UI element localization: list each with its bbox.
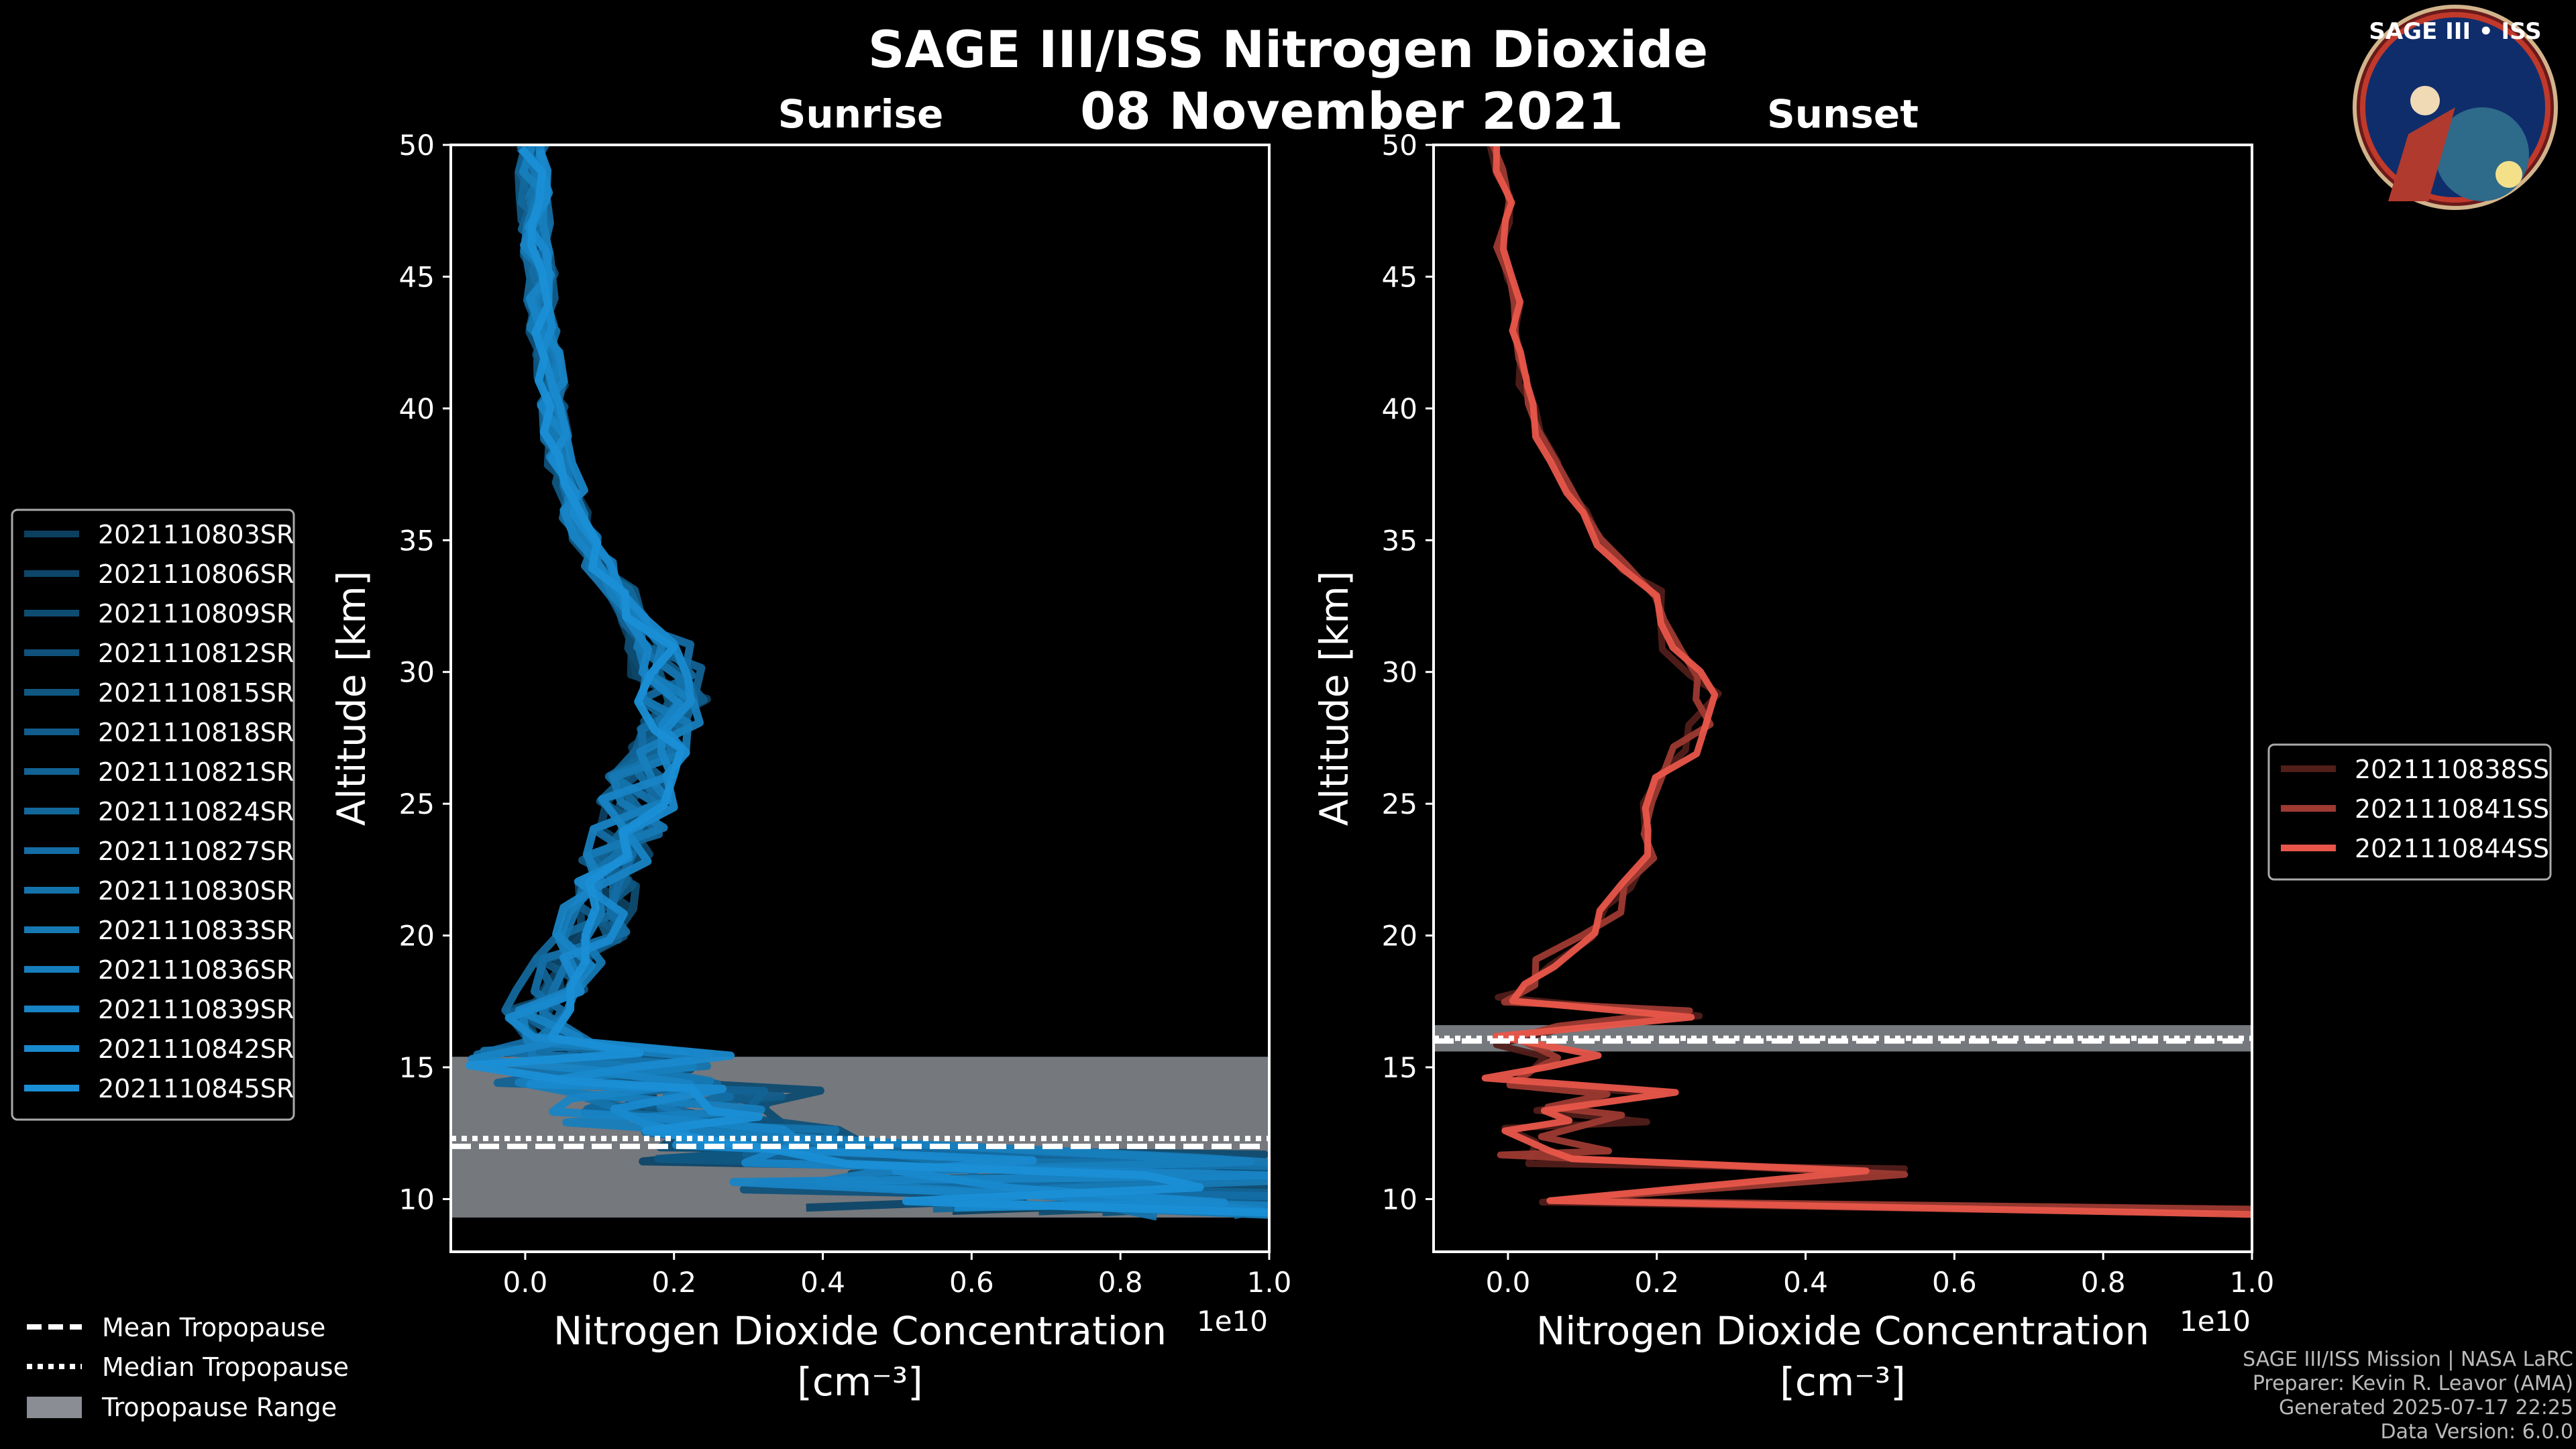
- x-tick-label: 0.6: [949, 1266, 994, 1299]
- plot-area: [1434, 145, 2252, 1218]
- y-tick-label: 35: [399, 524, 435, 557]
- credit-generated: Generated 2025-07-17 22:25: [2279, 1396, 2573, 1419]
- x-tick-label: 0.2: [1634, 1266, 1679, 1299]
- x-tick-label: 0.4: [1783, 1266, 1828, 1299]
- x-tick-label: 0.8: [2081, 1266, 2126, 1299]
- sunrise-legend: 2021110803SR 2021110806SR 2021110809SR 2021…: [11, 508, 295, 1121]
- y-tick-label: 40: [399, 392, 435, 425]
- profile-line-2021110839SR: [468, 145, 1269, 1216]
- legend-entry: 2021110809SR: [98, 599, 294, 629]
- y-tick-label: 25: [399, 788, 435, 820]
- legend-entry: 2021110821SR: [98, 757, 294, 787]
- credit-preparer: Preparer: Kevin R. Leavor (AMA): [2253, 1372, 2573, 1395]
- plot-area: [451, 145, 1269, 1221]
- legend-entry: 2021110827SR: [98, 837, 294, 866]
- legend-entry: 2021110815SR: [98, 678, 294, 708]
- y-tick-label: 15: [1382, 1051, 1417, 1084]
- y-tick-label: 40: [1382, 392, 1417, 425]
- y-tick-label: 45: [399, 260, 435, 293]
- figure-date: 08 November 2021: [1080, 81, 1623, 141]
- profile-line-2021110845SR: [466, 146, 1269, 1217]
- mean-tropopause-label: Mean Tropopause: [102, 1313, 325, 1342]
- x-axis-unit: [cm⁻³]: [1780, 1359, 1906, 1405]
- legend-entry: 2021110824SR: [98, 797, 294, 826]
- x-tick-label: 1.0: [1247, 1266, 1292, 1299]
- y-tick-label: 25: [1382, 788, 1417, 820]
- y-tick-label: 20: [1382, 920, 1417, 953]
- figure-title: SAGE III/ISS Nitrogen Dioxide: [868, 19, 1708, 79]
- x-tick-label: 0.2: [651, 1266, 696, 1299]
- x-tick-label: 0.6: [1932, 1266, 1977, 1299]
- legend-entry: 2021110841SS: [2355, 794, 2549, 824]
- axes-frame: [1432, 144, 2253, 1253]
- legend-entry: 2021110833SR: [98, 916, 294, 945]
- y-tick-label: 45: [1382, 260, 1417, 293]
- sage-iss-logo: SAGE III • ISS: [2353, 5, 2558, 210]
- x-tick-label: 1.0: [2230, 1266, 2275, 1299]
- y-tick-label: 35: [1382, 524, 1417, 557]
- sunset-panel-title: Sunset: [1767, 91, 1919, 137]
- logo-text: SAGE III • ISS: [2369, 18, 2541, 45]
- sunrise-panel: 0.0 0.2 0.4 0.6 0.8 1.0 10 15 20 25 30 35 40 45 50 1e10…: [329, 129, 1292, 1405]
- median-tropopause-label: Median Tropopause: [102, 1352, 349, 1382]
- y-tick-label: 30: [399, 656, 435, 689]
- sunset-legend: 2021110838SS 2021110841SS 2021110844SS: [2267, 743, 2552, 881]
- sunset-panel: 0.0 0.2 0.4 0.6 0.8 1.0 10 15 20 25 30 35 40 45 50 1e10…: [1311, 129, 2275, 1405]
- y-axis-label: Altitude [km]: [329, 571, 374, 826]
- y-tick-label: 20: [399, 920, 435, 953]
- legend-box: [2267, 743, 2552, 881]
- x-scale-label: 1e10: [1197, 1305, 1268, 1338]
- y-tick-label: 30: [1382, 656, 1417, 689]
- credit-version: Data Version: 6.0.0: [2381, 1420, 2573, 1444]
- credits: SAGE III/ISS Mission | NASA LaRC Prepare…: [2243, 1348, 2573, 1444]
- x-tick-label: 0.4: [800, 1266, 845, 1299]
- y-tick-label: 10: [399, 1183, 435, 1216]
- legend-entry: 2021110812SR: [98, 639, 294, 668]
- legend-entry: 2021110842SR: [98, 1034, 294, 1064]
- tropopause-range-label: Tropopause Range: [101, 1393, 337, 1422]
- y-tick-label: 50: [1382, 129, 1417, 162]
- legend-entry: 2021110803SR: [98, 520, 294, 549]
- y-tick-label: 15: [399, 1051, 435, 1084]
- x-axis-label: Nitrogen Dioxide Concentration: [1536, 1308, 2149, 1354]
- legend-entry: 2021110839SR: [98, 995, 294, 1024]
- axes-frame: [449, 144, 1271, 1253]
- y-tick-label: 50: [399, 129, 435, 162]
- x-tick-label: 0.8: [1098, 1266, 1143, 1299]
- tropopause-legend: Mean Tropopause Median Tropopause Tropop…: [27, 1313, 349, 1422]
- legend-entry: 2021110806SR: [98, 559, 294, 589]
- legend-entry: 2021110818SR: [98, 718, 294, 747]
- x-axis-unit: [cm⁻³]: [797, 1359, 923, 1405]
- profile-line-2021110844SS: [1481, 145, 2252, 1218]
- legend-entry: 2021110845SR: [98, 1074, 294, 1104]
- x-tick-label: 0.0: [1486, 1266, 1531, 1299]
- tropopause-range-swatch: [27, 1397, 82, 1418]
- legend-entry: 2021110844SS: [2355, 834, 2549, 863]
- legend-entry: 2021110830SR: [98, 876, 294, 906]
- x-tick-label: 0.0: [503, 1266, 548, 1299]
- sunrise-panel-title: Sunrise: [778, 91, 944, 137]
- x-scale-label: 1e10: [2180, 1305, 2251, 1338]
- y-axis-label: Altitude [km]: [1311, 571, 1357, 826]
- credit-mission: SAGE III/ISS Mission | NASA LaRC: [2243, 1348, 2573, 1371]
- x-axis-label: Nitrogen Dioxide Concentration: [553, 1308, 1167, 1354]
- legend-entry: 2021110836SR: [98, 955, 294, 985]
- legend-box: [11, 508, 295, 1121]
- legend-entry: 2021110838SS: [2355, 755, 2549, 784]
- y-tick-label: 10: [1382, 1183, 1417, 1216]
